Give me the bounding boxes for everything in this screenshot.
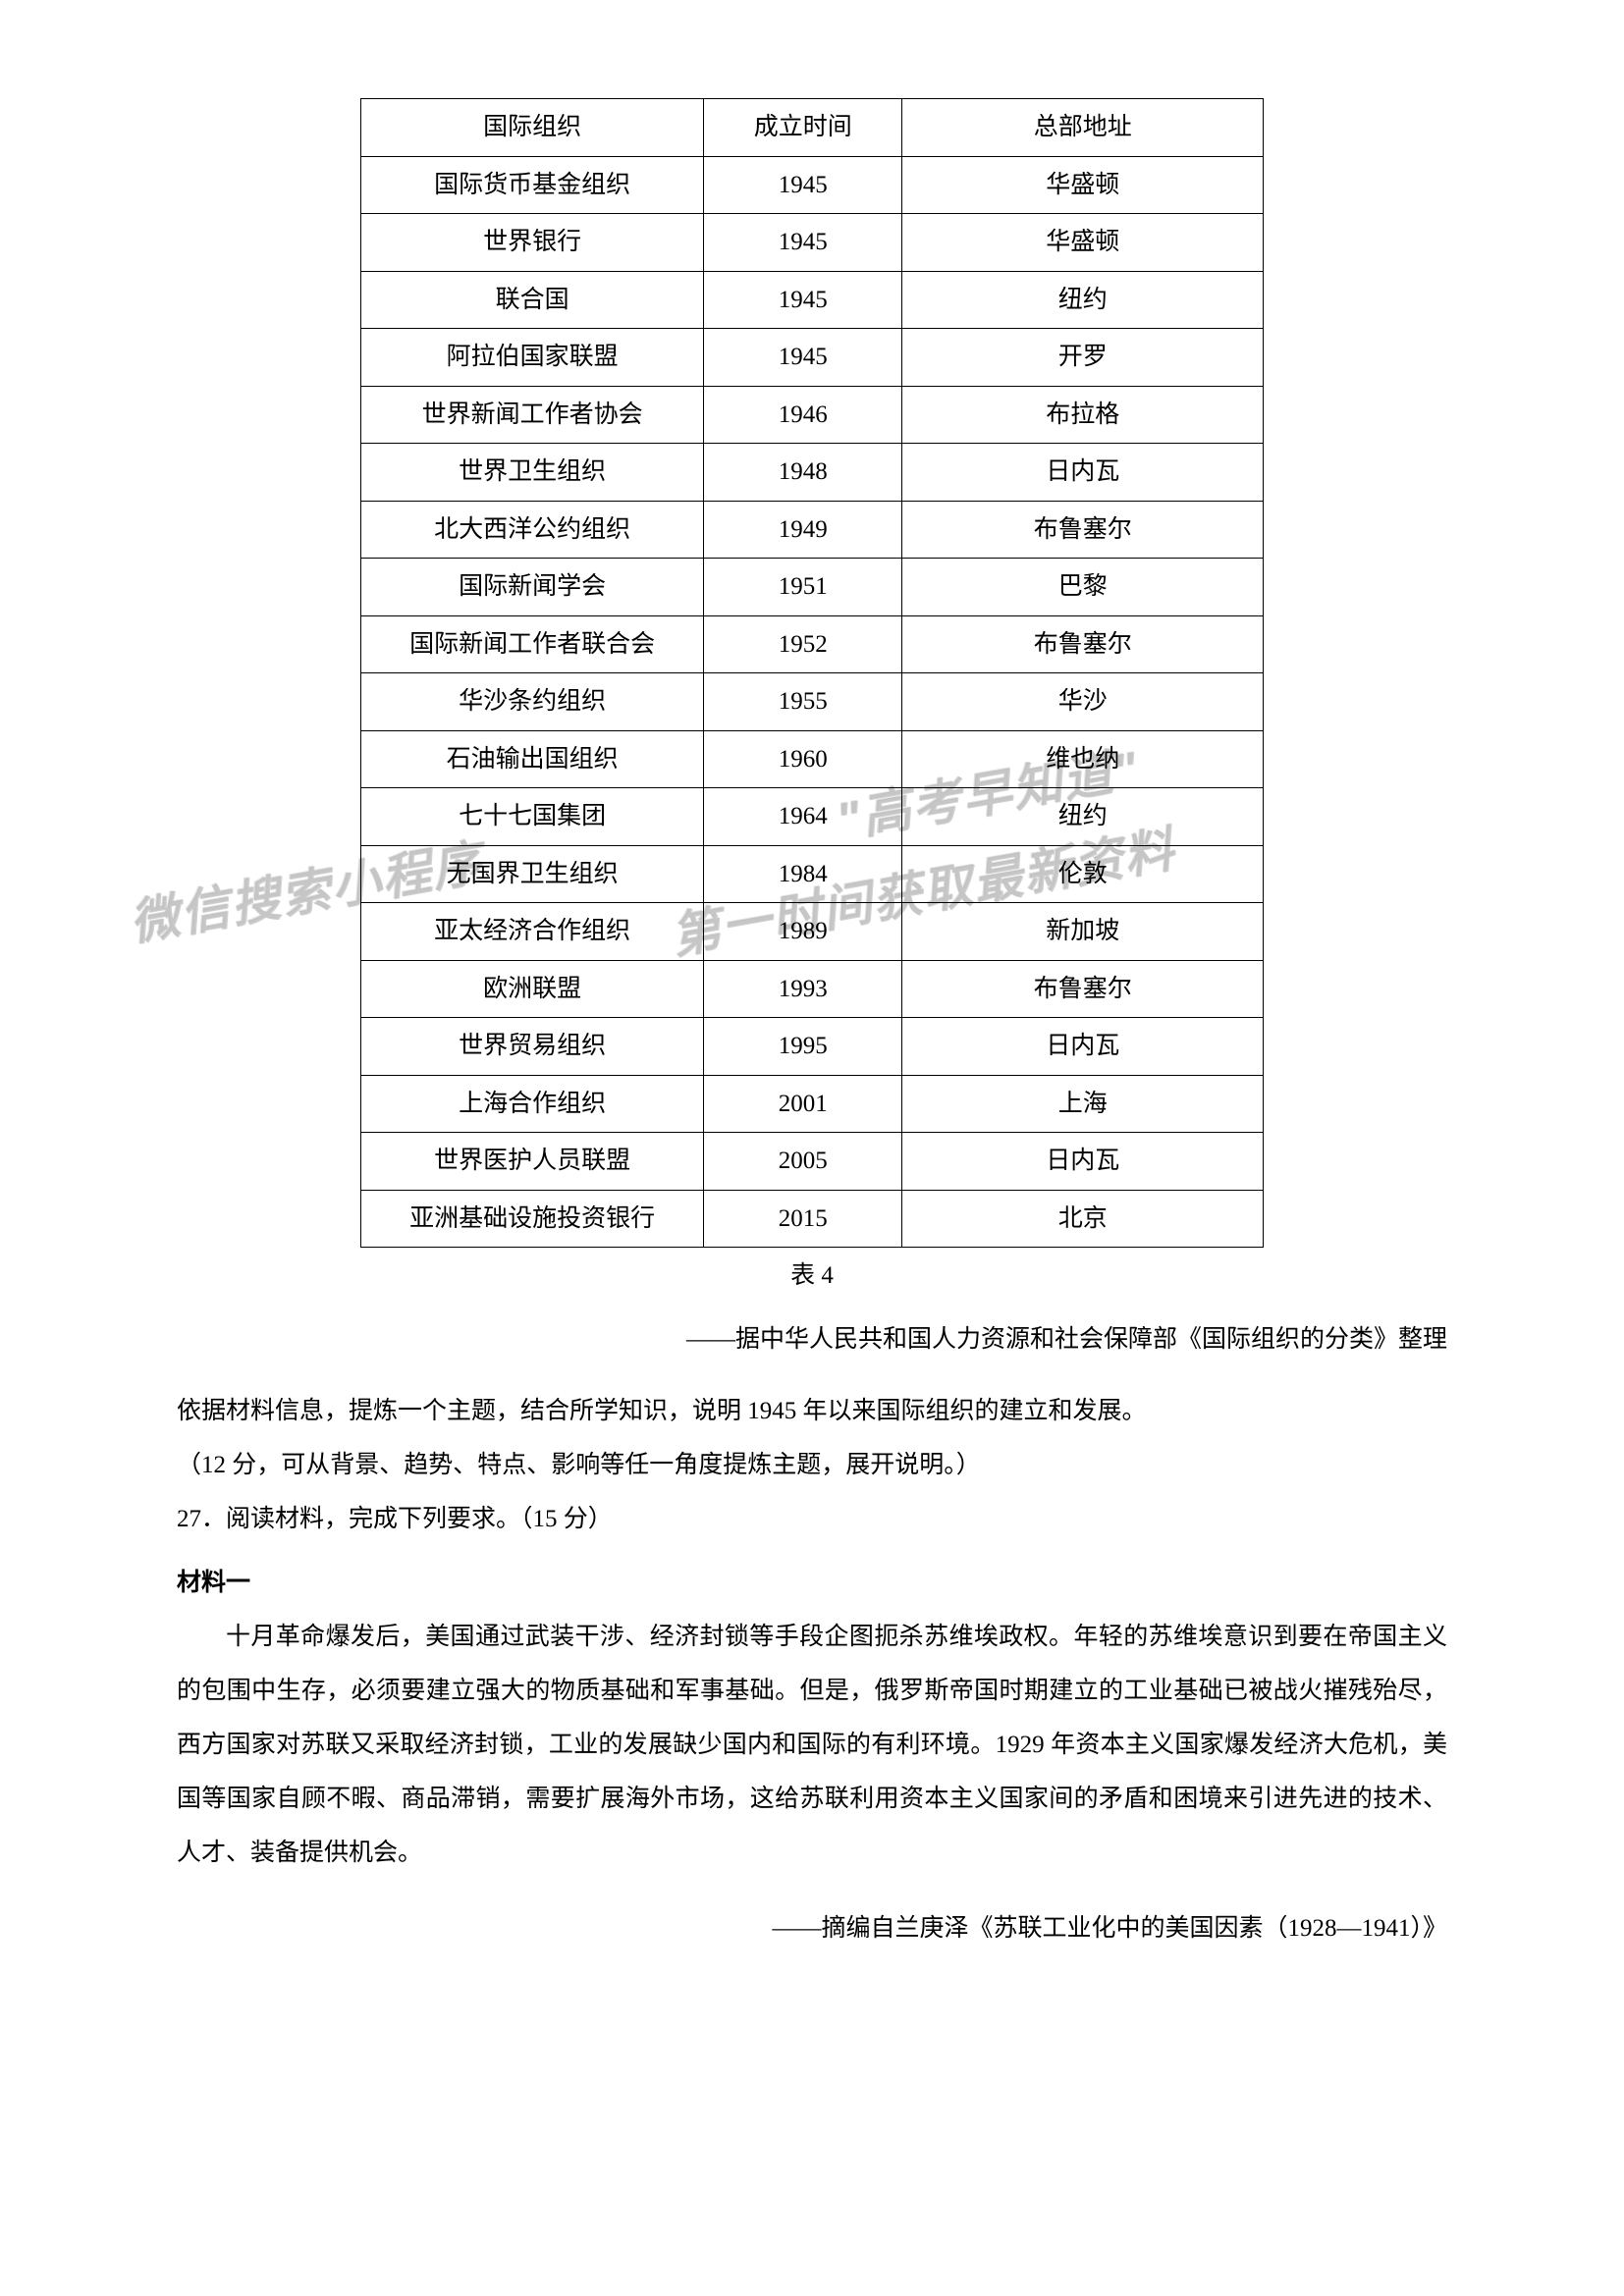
- table-header-cell: 国际组织: [361, 99, 704, 157]
- instruction-line-1: 依据材料信息，提炼一个主题，结合所学知识，说明 1945 年以来国际组织的建立和…: [177, 1384, 1447, 1438]
- table-cell: 国际货币基金组织: [361, 156, 704, 214]
- table-source: ——据中华人民共和国人力资源和社会保障部《国际组织的分类》整理: [177, 1315, 1447, 1364]
- table-row: 世界新闻工作者协会1946布拉格: [361, 386, 1264, 444]
- instruction-line-2: （12 分，可从背景、趋势、特点、影响等任一角度提炼主题，展开说明。）: [177, 1438, 1447, 1492]
- table-cell: 亚洲基础设施投资银行: [361, 1190, 704, 1248]
- table-cell: 日内瓦: [902, 444, 1264, 502]
- table-cell: 七十七国集团: [361, 788, 704, 846]
- table-cell: 无国界卫生组织: [361, 845, 704, 903]
- table-row: 石油输出国组织1960维也纳: [361, 730, 1264, 788]
- table-cell: 世界贸易组织: [361, 1018, 704, 1076]
- table-cell: 1984: [704, 845, 902, 903]
- table-cell: 2015: [704, 1190, 902, 1248]
- table-cell: 世界卫生组织: [361, 444, 704, 502]
- table-cell: 欧洲联盟: [361, 960, 704, 1018]
- table-header-row: 国际组织成立时间总部地址: [361, 99, 1264, 157]
- table-cell: 布鲁塞尔: [902, 501, 1264, 559]
- table-cell: 石油输出国组织: [361, 730, 704, 788]
- table-row: 世界医护人员联盟2005日内瓦: [361, 1133, 1264, 1191]
- table-cell: 1952: [704, 615, 902, 673]
- table-row: 无国界卫生组织1984伦敦: [361, 845, 1264, 903]
- table-cell: 1960: [704, 730, 902, 788]
- table-cell: 日内瓦: [902, 1133, 1264, 1191]
- table-cell: 1945: [704, 214, 902, 272]
- table-cell: 伦敦: [902, 845, 1264, 903]
- table-cell: 世界医护人员联盟: [361, 1133, 704, 1191]
- table-row: 亚太经济合作组织1989新加坡: [361, 903, 1264, 961]
- table-row: 国际新闻工作者联合会1952布鲁塞尔: [361, 615, 1264, 673]
- table-cell: 1945: [704, 156, 902, 214]
- table-cell: 国际新闻工作者联合会: [361, 615, 704, 673]
- table-cell: 1951: [704, 559, 902, 616]
- material-source: ——摘编自兰庚泽《苏联工业化中的美国因素（1928—1941）》: [177, 1904, 1447, 1953]
- table-header-cell: 成立时间: [704, 99, 902, 157]
- table-cell: 上海: [902, 1075, 1264, 1133]
- material-body: 十月革命爆发后，美国通过武装干涉、经济封锁等手段企图扼杀苏维埃政权。年轻的苏维埃…: [177, 1610, 1447, 1880]
- table-cell: 联合国: [361, 271, 704, 329]
- table-cell: 1993: [704, 960, 902, 1018]
- table-cell: 1945: [704, 329, 902, 387]
- table-cell: 纽约: [902, 788, 1264, 846]
- table-row: 亚洲基础设施投资银行2015北京: [361, 1190, 1264, 1248]
- material-header: 材料一: [177, 1556, 1447, 1610]
- table-cell: 国际新闻学会: [361, 559, 704, 616]
- table-cell: 世界新闻工作者协会: [361, 386, 704, 444]
- table-cell: 华盛顿: [902, 156, 1264, 214]
- table-row: 世界贸易组织1995日内瓦: [361, 1018, 1264, 1076]
- table-cell: 1945: [704, 271, 902, 329]
- table-row: 阿拉伯国家联盟1945开罗: [361, 329, 1264, 387]
- table-cell: 华盛顿: [902, 214, 1264, 272]
- table-caption: 表 4: [360, 1255, 1264, 1291]
- table-header-cell: 总部地址: [902, 99, 1264, 157]
- table-cell: 世界银行: [361, 214, 704, 272]
- table-row: 国际货币基金组织1945华盛顿: [361, 156, 1264, 214]
- table-cell: 2005: [704, 1133, 902, 1191]
- table-row: 国际新闻学会1951巴黎: [361, 559, 1264, 616]
- table-row: 七十七国集团1964纽约: [361, 788, 1264, 846]
- table-row: 世界银行1945华盛顿: [361, 214, 1264, 272]
- table-cell: 维也纳: [902, 730, 1264, 788]
- table-cell: 开罗: [902, 329, 1264, 387]
- table-cell: 1949: [704, 501, 902, 559]
- table-row: 上海合作组织2001上海: [361, 1075, 1264, 1133]
- table-cell: 1995: [704, 1018, 902, 1076]
- table-cell: 华沙: [902, 673, 1264, 731]
- table-row: 北大西洋公约组织1949布鲁塞尔: [361, 501, 1264, 559]
- organizations-table-container: 国际组织成立时间总部地址国际货币基金组织1945华盛顿世界银行1945华盛顿联合…: [360, 98, 1264, 1291]
- table-cell: 日内瓦: [902, 1018, 1264, 1076]
- table-row: 世界卫生组织1948日内瓦: [361, 444, 1264, 502]
- table-cell: 1955: [704, 673, 902, 731]
- table-cell: 2001: [704, 1075, 902, 1133]
- table-cell: 上海合作组织: [361, 1075, 704, 1133]
- table-cell: 亚太经济合作组织: [361, 903, 704, 961]
- table-cell: 1964: [704, 788, 902, 846]
- table-cell: 布拉格: [902, 386, 1264, 444]
- organizations-table: 国际组织成立时间总部地址国际货币基金组织1945华盛顿世界银行1945华盛顿联合…: [360, 98, 1264, 1248]
- table-cell: 1989: [704, 903, 902, 961]
- table-cell: 1946: [704, 386, 902, 444]
- table-cell: 布鲁塞尔: [902, 960, 1264, 1018]
- table-cell: 华沙条约组织: [361, 673, 704, 731]
- table-cell: 纽约: [902, 271, 1264, 329]
- table-cell: 1948: [704, 444, 902, 502]
- table-cell: 阿拉伯国家联盟: [361, 329, 704, 387]
- table-cell: 巴黎: [902, 559, 1264, 616]
- table-cell: 北京: [902, 1190, 1264, 1248]
- table-cell: 北大西洋公约组织: [361, 501, 704, 559]
- table-cell: 新加坡: [902, 903, 1264, 961]
- table-row: 联合国1945纽约: [361, 271, 1264, 329]
- question-27: 27．阅读材料，完成下列要求。（15 分）: [177, 1492, 1447, 1546]
- table-row: 欧洲联盟1993布鲁塞尔: [361, 960, 1264, 1018]
- table-row: 华沙条约组织1955华沙: [361, 673, 1264, 731]
- table-cell: 布鲁塞尔: [902, 615, 1264, 673]
